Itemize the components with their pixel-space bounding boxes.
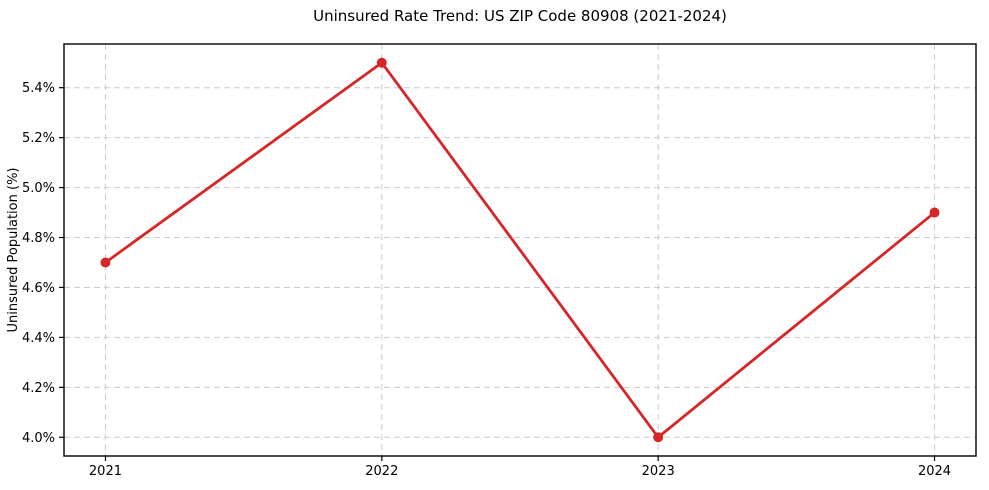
y-tick-label: 4.4% xyxy=(22,331,55,346)
data-point-marker xyxy=(653,432,664,443)
chart-title: Uninsured Rate Trend: US ZIP Code 80908 … xyxy=(313,7,727,25)
plot-area: 4.0% 4.2% 4.4% 4.6% 4.8% 5.0% 5.2% 5.4% 2021 2022… xyxy=(22,43,977,479)
data-point-marker xyxy=(376,57,387,68)
data-point-marker xyxy=(929,207,940,218)
y-tick-label: 4.0% xyxy=(22,431,55,446)
trend-line xyxy=(104,61,936,439)
y-tick-label: 5.0% xyxy=(22,181,55,196)
y-axis-label: Uninsured Population (%) xyxy=(6,168,21,333)
y-tick-label: 4.8% xyxy=(22,231,55,246)
plot-border xyxy=(63,43,977,457)
y-tick-label: 4.2% xyxy=(22,381,55,396)
x-tick-label: 2024 xyxy=(918,464,951,479)
y-tick-label: 5.2% xyxy=(22,131,55,146)
y-tick-label: 5.4% xyxy=(22,81,55,96)
x-tick-label: 2023 xyxy=(642,464,675,479)
data-point-marker xyxy=(100,257,111,268)
x-tick-label: 2021 xyxy=(89,464,122,479)
y-tick-label: 4.6% xyxy=(22,281,55,296)
x-tick-label: 2022 xyxy=(365,464,398,479)
